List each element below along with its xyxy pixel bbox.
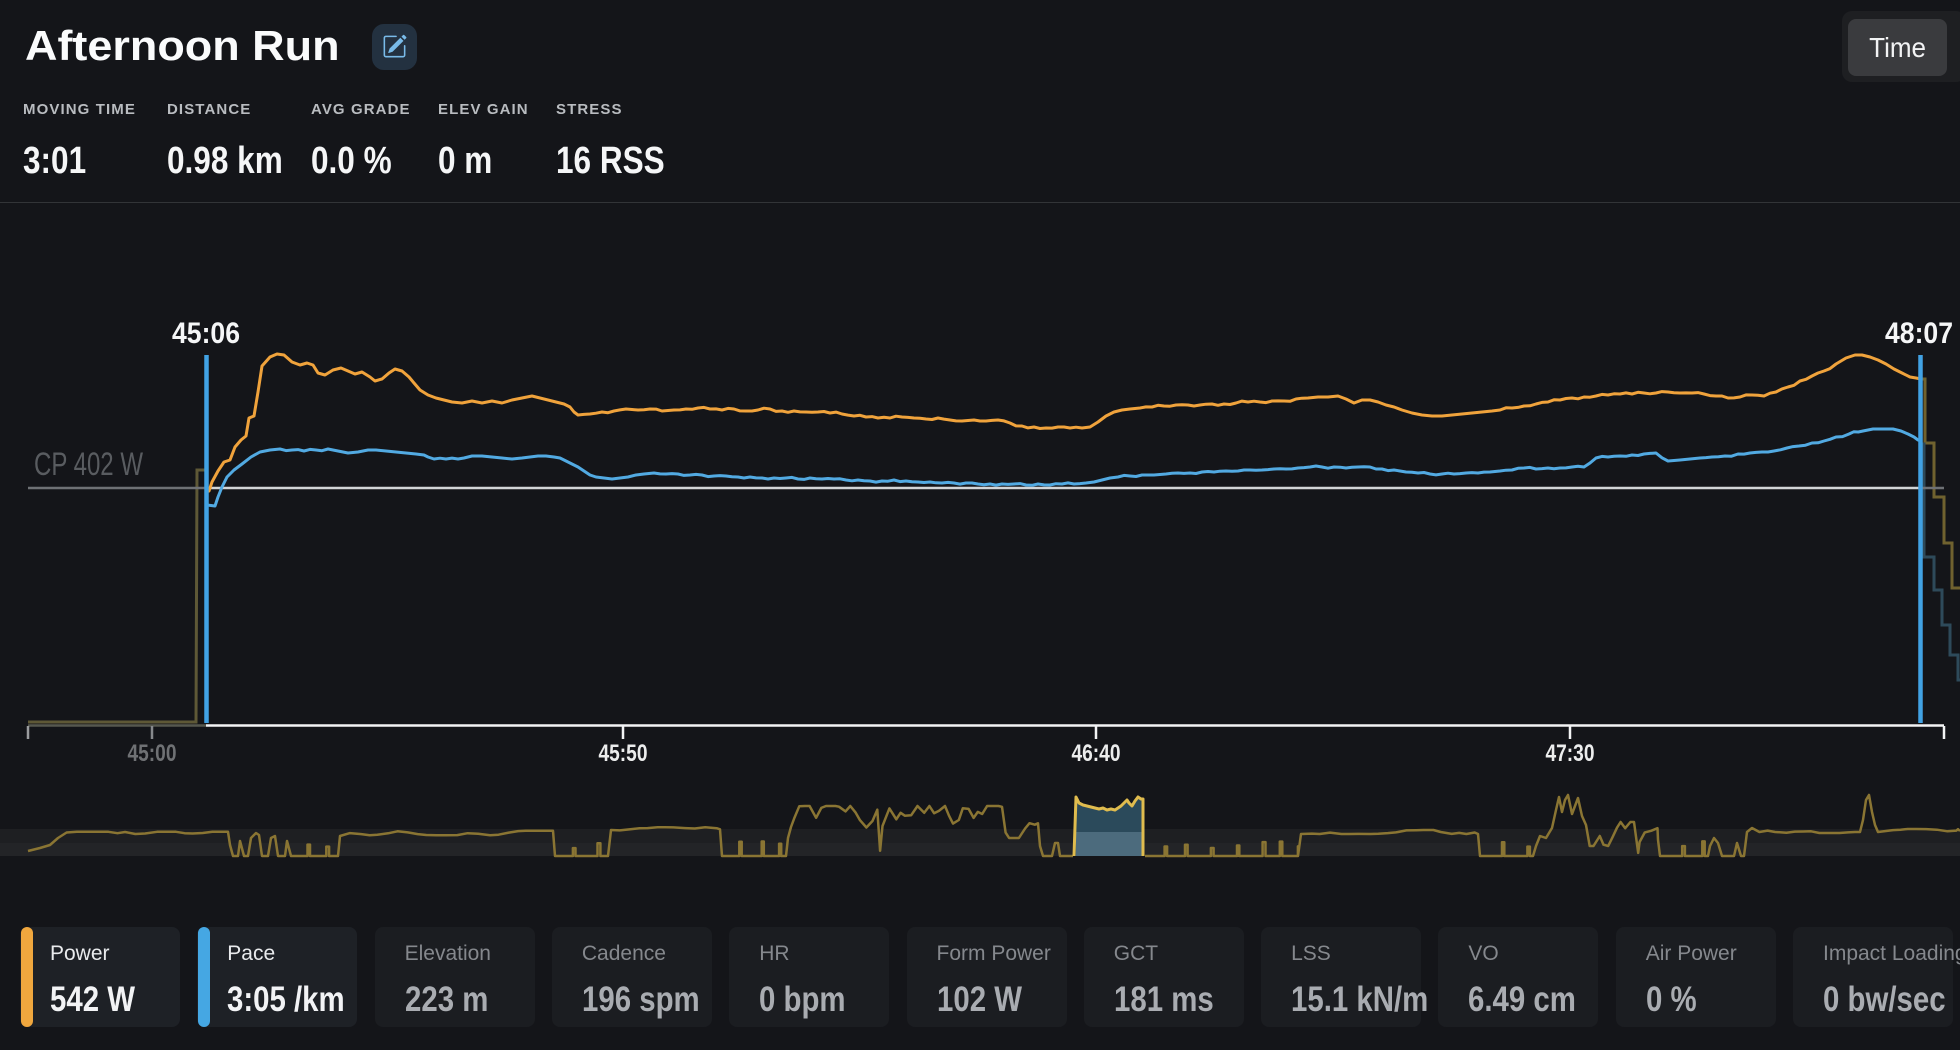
svg-text:45:00: 45:00	[128, 740, 177, 767]
svg-text:CP 402 W: CP 402 W	[34, 446, 144, 482]
svg-text:46:40: 46:40	[1072, 740, 1121, 767]
svg-text:45:06: 45:06	[172, 317, 240, 350]
svg-text:48:07: 48:07	[1885, 317, 1953, 350]
svg-text:47:30: 47:30	[1546, 740, 1595, 767]
svg-text:45:50: 45:50	[599, 740, 648, 767]
